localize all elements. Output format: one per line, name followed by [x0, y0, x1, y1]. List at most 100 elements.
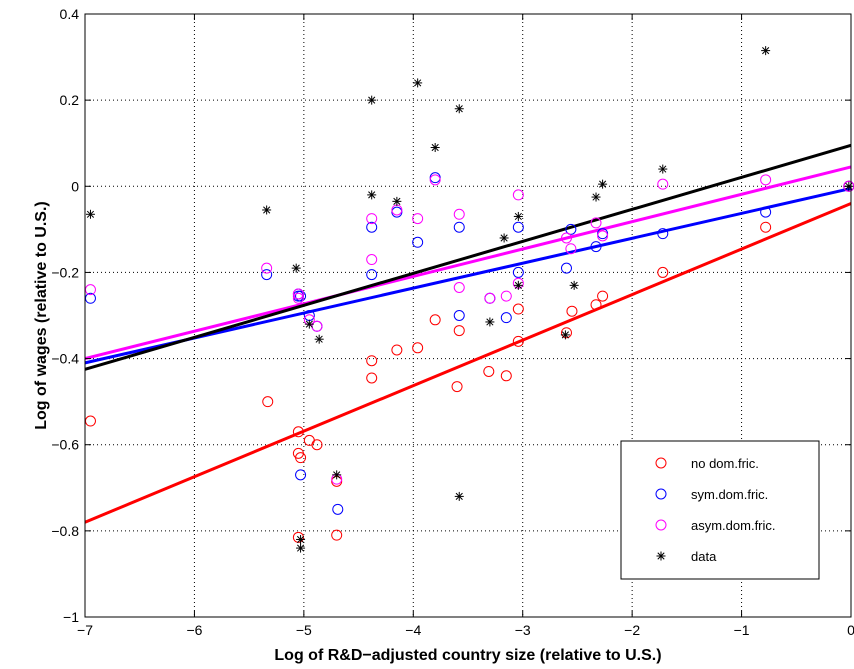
- data-point: [291, 263, 301, 273]
- data-point: [262, 205, 272, 215]
- grid: [85, 14, 851, 617]
- asym-dom-fric-point: [412, 213, 424, 225]
- legend-entry: asym.dom.fric.: [655, 518, 776, 533]
- asym-dom-fric-point: [760, 174, 772, 186]
- fit-lines: [84, 143, 852, 524]
- no-dom-fric-point: [451, 381, 463, 393]
- asym-dom-fric-point: [261, 262, 273, 274]
- asym-dom-fric-fit-line: [84, 165, 852, 361]
- sym-dom-fric-point: [512, 266, 524, 278]
- asym-dom-fric-point: [597, 230, 609, 242]
- data-legend-marker: [656, 551, 666, 561]
- data-point: [485, 317, 495, 327]
- no-dom-fric-point: [366, 355, 378, 367]
- legend: no dom.fric. sym.dom.fric. asym.dom.fric. d…: [620, 440, 820, 580]
- no-dom-fric-point: [512, 303, 524, 315]
- asym-dom-fric-point: [453, 282, 465, 294]
- no-dom-fric-point: [597, 290, 609, 302]
- asym-dom-fric-point: [366, 254, 378, 266]
- no-dom-fric-point: [760, 221, 772, 233]
- y-tick-label: 0: [71, 178, 79, 194]
- data-point: [598, 179, 608, 189]
- x-tick-label: −1: [734, 622, 750, 638]
- data-point: [658, 164, 668, 174]
- asym-dom-fric-point: [500, 290, 512, 302]
- no-dom-fric-point: [412, 342, 424, 354]
- no-dom-fric-point: [292, 426, 304, 438]
- y-tick-label: 0.4: [60, 6, 80, 22]
- sym-dom-fric-legend-marker: [655, 488, 667, 500]
- no-dom-fric-point: [295, 452, 307, 464]
- sym-dom-fric-point: [565, 223, 577, 235]
- data-point: [761, 46, 771, 56]
- x-axis-label: Log of R&D−adjusted country size (relati…: [274, 647, 661, 664]
- legend-label: asym.dom.fric.: [691, 518, 776, 533]
- no-dom-fric-point: [500, 370, 512, 382]
- data-point: [296, 543, 306, 553]
- data-point: [304, 319, 314, 329]
- data-point: [85, 209, 95, 219]
- sym-dom-fric-point: [590, 241, 602, 253]
- data-point: [591, 192, 601, 202]
- data-point: [454, 491, 464, 501]
- legend-label: no dom.fric.: [691, 456, 759, 471]
- sym-dom-fric-point: [453, 310, 465, 321]
- sym-dom-fric-point: [366, 221, 378, 233]
- data-point: [392, 196, 402, 206]
- legend-label: data: [691, 549, 717, 564]
- legend-entry: no dom.fric.: [655, 456, 759, 471]
- legend-label: sym.dom.fric.: [691, 487, 768, 502]
- data-point: [513, 280, 523, 290]
- data-point: [296, 534, 306, 544]
- x-tick-label: −4: [405, 622, 421, 638]
- y-tick-label: −0.6: [51, 437, 79, 453]
- data-point: [413, 78, 423, 88]
- asym-dom-fric-point: [565, 243, 577, 255]
- axis-ticks: −7 −6 −5 −4 −3 −2 −1 0 −1 −0.8 −0.6 −0.4 −0.2 0 0.2 0.4: [51, 6, 854, 638]
- no-dom-fric-point: [566, 305, 578, 317]
- data-point: [499, 233, 509, 243]
- data-point: [367, 95, 377, 105]
- x-tick-label: −6: [186, 622, 202, 638]
- asym-dom-fric-point: [366, 213, 378, 225]
- asym-dom-fric-point: [484, 292, 496, 304]
- sym-dom-fric-point: [657, 228, 669, 240]
- asym-dom-fric-point: [590, 217, 602, 229]
- data-point: [454, 104, 464, 114]
- axes-box: [84, 13, 852, 618]
- no-dom-fric-point: [262, 396, 274, 408]
- no-dom-fric-point: [657, 266, 669, 278]
- y-tick-label: −0.4: [51, 351, 79, 367]
- x-tick-label: −7: [77, 622, 93, 638]
- asym-dom-fric-point: [657, 178, 669, 190]
- x-tick-label: 0: [847, 622, 854, 638]
- asym-dom-fric-point: [429, 174, 441, 186]
- y-axis-label: Log of wages (relative to U.S.): [33, 201, 50, 429]
- data-point: [430, 143, 440, 153]
- x-tick-label: −3: [515, 622, 531, 638]
- sym-dom-fric-point: [453, 221, 465, 233]
- sym-dom-fric-point: [295, 469, 307, 481]
- no-dom-fric-point: [512, 335, 524, 347]
- sym-dom-fric-point: [366, 269, 378, 281]
- data-point: [332, 470, 342, 480]
- sym-dom-fric-fit-line: [84, 186, 852, 365]
- sym-dom-fric-point: [332, 503, 344, 515]
- asym-dom-fric-point: [453, 208, 465, 220]
- x-tick-label: −5: [296, 622, 312, 638]
- asym-dom-fric-point: [292, 288, 304, 300]
- data-point: [569, 280, 579, 290]
- x-tick-label: −2: [624, 622, 640, 638]
- sym-dom-fric-point: [760, 206, 772, 218]
- sym-dom-fric-point: [295, 290, 307, 302]
- asym-dom-fric-point: [560, 232, 572, 244]
- sym-dom-fric-point: [261, 269, 273, 281]
- data-point: [560, 330, 570, 340]
- asym-dom-fric-legend-marker: [655, 519, 667, 531]
- no-dom-fric-point: [331, 529, 343, 541]
- data-point: [513, 211, 523, 221]
- y-tick-label: −1: [63, 609, 79, 625]
- legend-box: [620, 440, 820, 580]
- y-tick-label: 0.2: [60, 92, 80, 108]
